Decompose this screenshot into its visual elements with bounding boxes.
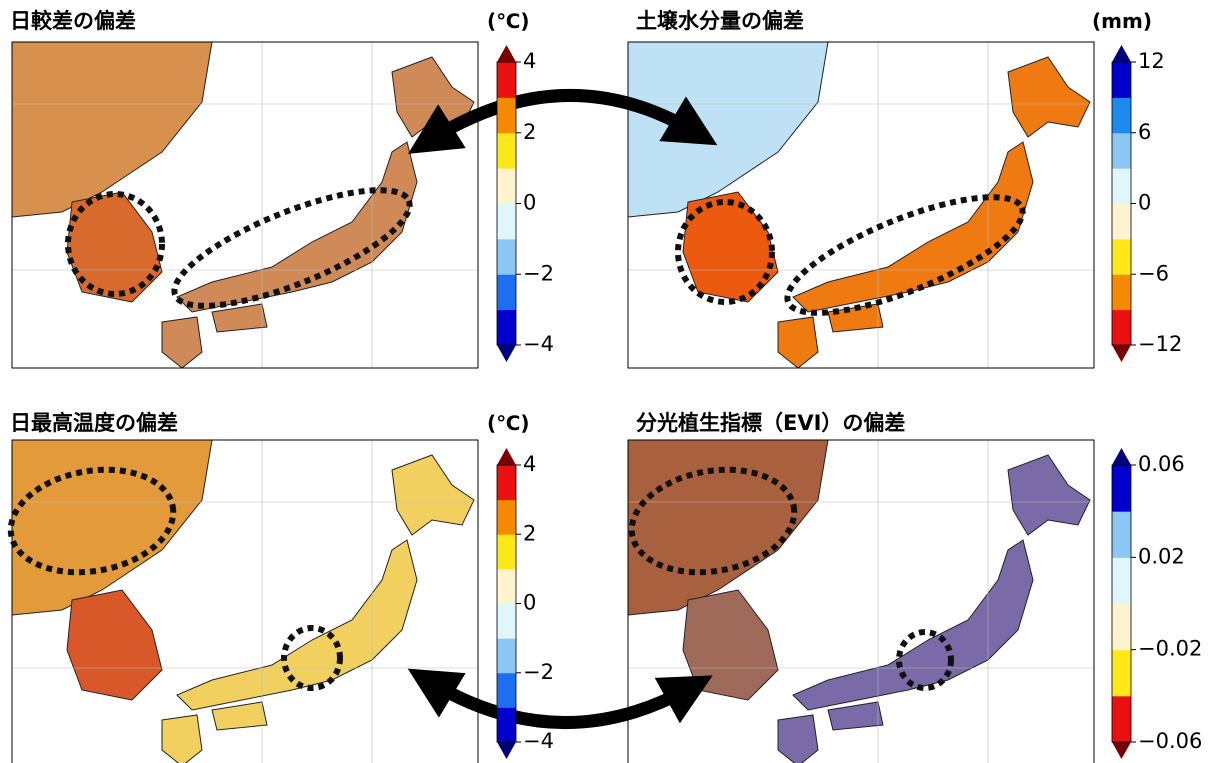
colorbar-band [1112,204,1131,240]
colorbar-band [497,707,516,742]
panel-title: 日較差の偏差 [10,9,136,33]
colorbar-tick-label: 4 [523,452,536,476]
colorbar-extend [497,448,516,465]
colorbar-tick-label: 6 [1138,120,1151,144]
colorbar-tick-label: 0 [523,191,536,215]
map [628,42,1094,368]
colorbar-extend [1112,345,1131,362]
unit-label: (mm) [1092,9,1152,33]
colorbar-band [1112,310,1131,346]
colorbar-band [497,604,516,639]
colorbar-band [497,204,516,240]
colorbar-extend [1112,45,1131,62]
colorbar-band [497,638,516,673]
colorbar-tick-label: −6 [1138,261,1169,285]
panel-title: 土壌水分量の偏差 [636,9,804,33]
map [12,440,478,763]
colorbar-extend [497,742,516,759]
colorbar-band [1112,274,1131,310]
colorbar-tick-label: −4 [523,729,554,753]
colorbar-tick-label: −4 [523,332,554,356]
colorbar-tick-label: 0 [1138,191,1151,215]
colorbar-band [497,465,516,500]
colorbar-band [497,168,516,204]
colorbar-tick-label: 0.02 [1138,544,1185,568]
colorbar-tick-label: −0.02 [1138,637,1202,661]
colorbar-band [1112,604,1131,651]
colorbar-band [497,500,516,535]
colorbar-extend [497,345,516,362]
colorbar-tick-label: 0 [523,591,536,615]
colorbar-band [1112,239,1131,275]
colorbar-band [497,133,516,169]
colorbar-band [497,673,516,708]
colorbar-band [1112,557,1131,604]
colorbar-band [497,274,516,310]
colorbar-tick-label: 2 [523,120,536,144]
colorbar-tick-label: −2 [523,660,554,684]
figure: 日較差の偏差 (℃) −4 −2 0 2 4 土壌水分量の偏差 (mm) −12 −6 0 6 12 日最高… [0,0,1209,763]
map [628,440,1094,763]
colorbar-band [497,310,516,346]
colorbar-tick-label: 12 [1138,49,1165,73]
colorbar-band [497,62,516,98]
colorbar-band [497,97,516,133]
colorbar-tick-label: −0.06 [1138,729,1202,753]
colorbar-band [497,239,516,275]
colorbar-tick-label: −2 [523,261,554,285]
colorbar-band [497,569,516,604]
colorbar-band [497,534,516,569]
colorbar-extend [497,45,516,62]
colorbar-band [1112,97,1131,133]
panel-title: 分光植生指標（EVI）の偏差 [636,411,905,435]
panel-title: 日最高温度の偏差 [10,411,178,435]
unit-label: (℃) [487,411,530,435]
colorbar-extend [1112,742,1131,759]
colorbar-band [1112,133,1131,169]
colorbar-tick-label: 2 [523,521,536,545]
colorbar-tick-label: −12 [1138,332,1182,356]
colorbar-band [1112,168,1131,204]
colorbar-tick-label: 0.06 [1138,452,1185,476]
colorbar-band [1112,650,1131,697]
colorbar-band [1112,511,1131,558]
unit-label: (℃) [487,9,530,33]
colorbar-tick-label: 4 [523,49,536,73]
colorbar-band [1112,696,1131,743]
colorbar-extend [1112,448,1131,465]
colorbar-band [1112,62,1131,98]
colorbar-band [1112,465,1131,512]
